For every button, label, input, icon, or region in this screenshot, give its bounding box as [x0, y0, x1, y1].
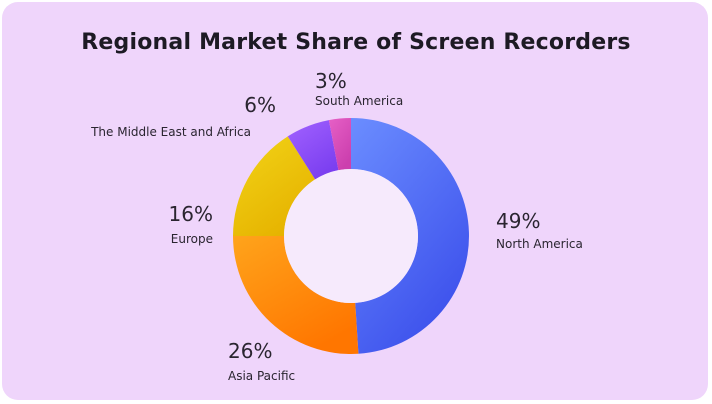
chart-title: Regional Market Share of Screen Recorder…	[81, 30, 631, 55]
slice-category-label: North America	[496, 237, 583, 251]
slice-value-label: 26%	[228, 339, 272, 363]
slice-asia-pacific	[233, 236, 359, 354]
slice-category-label: South America	[315, 94, 403, 108]
slice-value-label: 16%	[169, 202, 213, 226]
slice-category-label: The Middle East and Africa	[90, 125, 251, 139]
slice-value-label: 49%	[496, 209, 540, 233]
donut-hole	[284, 169, 418, 303]
slice-category-label: Asia Pacific	[228, 369, 295, 383]
slice-category-label: Europe	[171, 232, 213, 246]
slice-europe	[233, 136, 316, 236]
slice-value-label: 3%	[315, 69, 347, 93]
slice-value-label: 6%	[244, 93, 276, 117]
slice-north-america	[351, 118, 469, 354]
slice-south-america	[328, 118, 351, 171]
slice-the-middle-east-and-africa	[287, 120, 339, 180]
